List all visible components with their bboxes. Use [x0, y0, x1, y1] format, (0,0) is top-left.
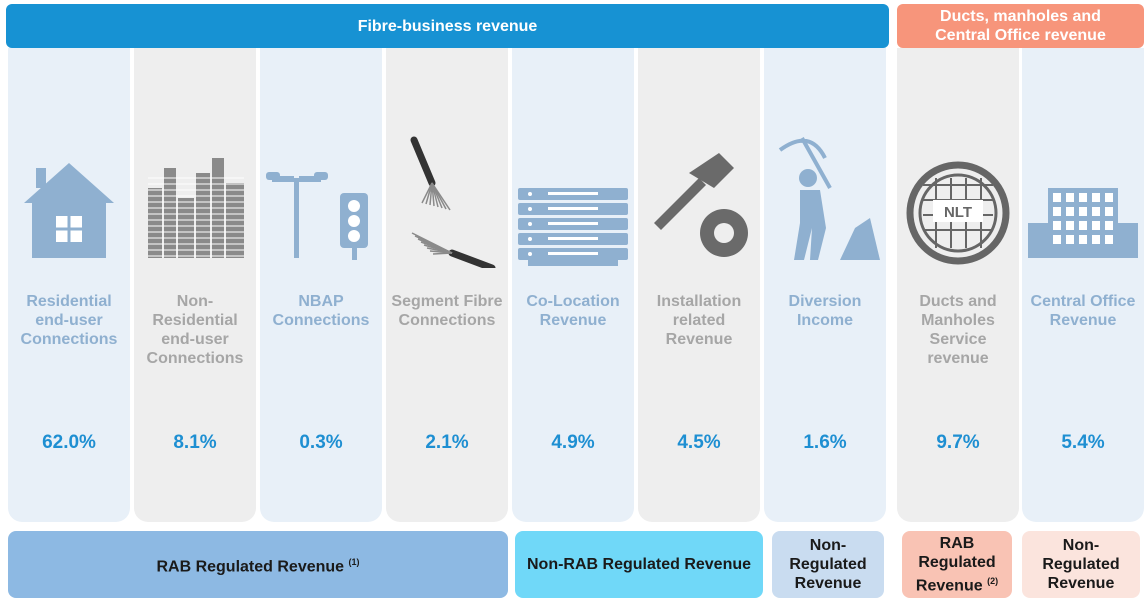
column: Central Office Revenue 5.4%	[1022, 48, 1144, 522]
icon-text: NLT	[944, 204, 972, 221]
regulation-box: Non-Regulated Revenue	[772, 531, 884, 598]
regulation-label: Non-Regulated Revenue	[789, 537, 867, 592]
column: NBAP Connections 0.3%	[260, 48, 382, 522]
regulation-label-wrap: Non-Regulated Revenue	[1028, 536, 1134, 593]
column: Installation related Revenue 4.5%	[638, 48, 760, 522]
regulation-label: Non-Regulated Revenue	[1042, 537, 1120, 592]
icon	[1028, 188, 1138, 258]
regulation-label-wrap: Non-Regulated Revenue	[778, 536, 878, 593]
regulation-box: Non-RAB Regulated Revenue	[515, 531, 763, 598]
icon	[778, 137, 880, 260]
column-label: Installation related Revenue	[656, 293, 742, 348]
column: Co-Location Revenue 4.9%	[512, 48, 634, 522]
regulation-box: RAB Regulated Revenue (1)	[8, 531, 508, 598]
regulation-box: RAB Regulated Revenue (2)	[902, 531, 1012, 598]
regulation-label: RAB Regulated Revenue	[915, 534, 996, 595]
revenue-share: 4.9%	[551, 432, 595, 453]
column-label: Residential end-user Connections	[20, 293, 118, 348]
icon	[410, 136, 496, 268]
column-label: Segment Fibre Connections	[391, 293, 503, 329]
regulation-label-wrap: Non-RAB Regulated Revenue	[527, 555, 751, 574]
icon	[654, 153, 748, 257]
regulation-box: Non-Regulated Revenue	[1022, 531, 1140, 598]
regulation-label-wrap: RAB Regulated Revenue (2)	[908, 534, 1006, 595]
revenue-share: 4.5%	[677, 432, 721, 453]
revenue-share: 62.0%	[42, 432, 96, 453]
revenue-share: 5.4%	[1061, 432, 1105, 453]
regulation-label: Non-RAB Regulated Revenue	[526, 556, 752, 573]
column-label: Non-Residential end-user Connections	[146, 293, 244, 367]
icon	[518, 188, 628, 266]
column: Residential end-user Connections 62.0%	[8, 48, 130, 522]
icon	[266, 172, 368, 260]
footnote-ref: (1)	[348, 556, 360, 567]
column: Diversion Income 1.6%	[764, 48, 886, 522]
revenue-share: 1.6%	[803, 432, 847, 453]
icon: NLT	[906, 161, 1010, 265]
revenue-share: 0.3%	[299, 432, 343, 453]
regulation-label-wrap: RAB Regulated Revenue (1)	[156, 553, 359, 576]
ducts-header: Ducts, manholes and Central Office reven…	[897, 4, 1144, 48]
column: Non-Residential end-user Connections 8.1%	[134, 48, 256, 522]
icon	[24, 163, 114, 258]
column-label: Diversion Income	[788, 293, 862, 329]
column-label: Ducts and Manholes Service revenue	[919, 293, 997, 367]
footnote-ref: (2)	[987, 575, 999, 586]
column-label: Central Office Revenue	[1030, 293, 1136, 329]
column: Segment Fibre Connections 2.1%	[386, 48, 508, 522]
column: NLT Ducts and Manholes Service revenue 9.7…	[897, 48, 1019, 522]
regulation-label: RAB Regulated Revenue	[156, 558, 345, 576]
column-label: Co-Location Revenue	[526, 293, 620, 329]
fibre-header: Fibre-business revenue	[6, 4, 889, 48]
revenue-share: 2.1%	[425, 432, 469, 453]
revenue-share: 8.1%	[173, 432, 217, 453]
icon	[148, 158, 244, 258]
column-label: NBAP Connections	[272, 293, 370, 329]
revenue-share: 9.7%	[936, 432, 980, 453]
